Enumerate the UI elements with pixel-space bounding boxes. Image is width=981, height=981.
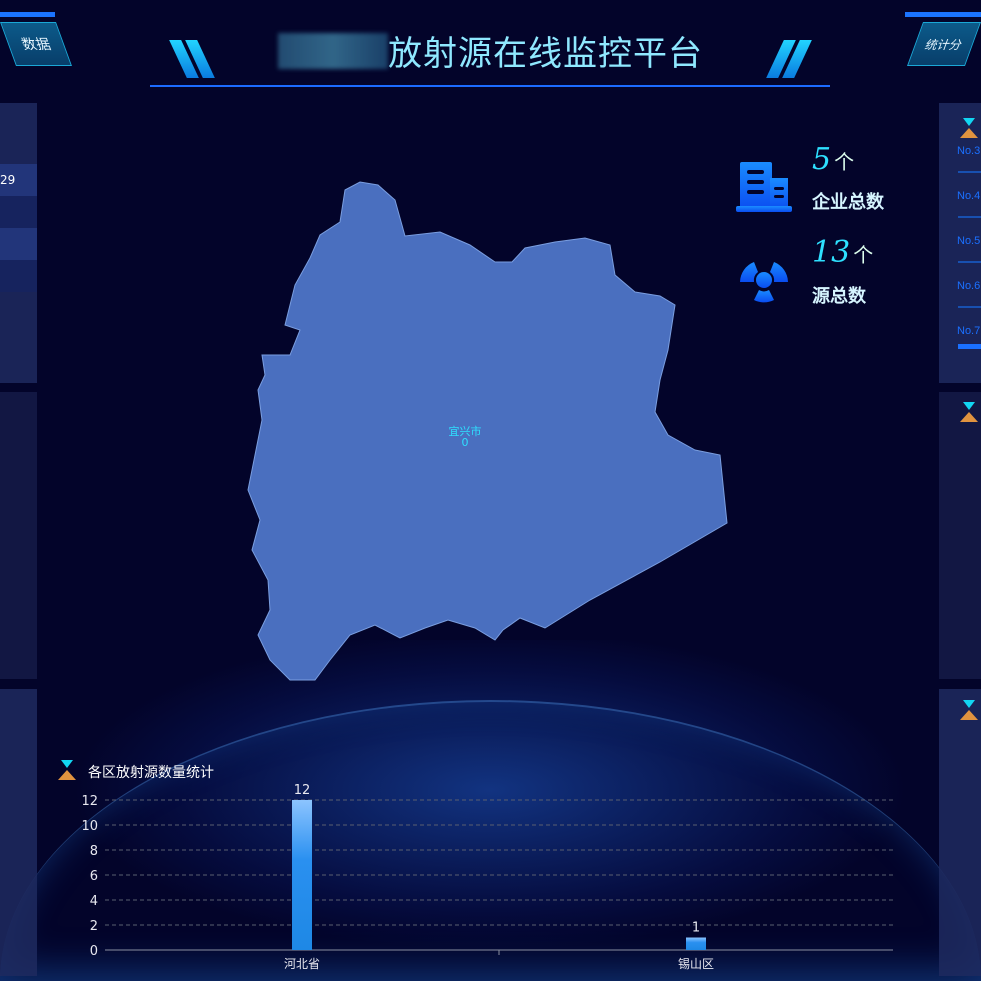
rank-item: No.4	[957, 190, 981, 202]
bar-value-label: 12	[294, 783, 311, 798]
building-icon	[736, 162, 792, 212]
y-tick-label: 12	[81, 794, 98, 809]
bar	[292, 800, 312, 950]
y-tick-label: 4	[90, 894, 98, 909]
rank-divider	[958, 171, 981, 173]
page-title: 放射源在线监控平台	[0, 26, 981, 75]
left-panel-3	[0, 689, 37, 976]
hourglass-icon	[960, 402, 978, 422]
source-count-label: 源总数	[812, 286, 866, 307]
right-panel-3	[939, 689, 981, 976]
list-row[interactable]	[0, 196, 37, 228]
map-region-yixing[interactable]	[247, 181, 728, 681]
y-tick-label: 0	[90, 944, 98, 959]
title-text: 放射源在线监控平台	[388, 34, 703, 74]
x-tick-label: 锡山区	[678, 956, 714, 971]
enterprise-count-label: 企业总数	[812, 192, 884, 213]
right-panel-2	[939, 392, 981, 679]
stat-unit: 个	[853, 243, 874, 267]
rank-item: No.6	[957, 280, 981, 292]
hourglass-icon	[58, 760, 76, 780]
rank-item: No.3	[957, 145, 981, 157]
right-panel-1	[939, 103, 981, 383]
radiation-icon	[740, 262, 788, 303]
rank-divider	[958, 306, 981, 308]
y-tick-label: 6	[90, 869, 98, 884]
list-row[interactable]	[0, 260, 37, 292]
rank-item: No.5	[957, 235, 981, 247]
header: 数据 统计分 放射源在线监控平台	[0, 0, 981, 95]
list-row[interactable]: 29	[0, 164, 37, 196]
title-frame	[150, 15, 830, 87]
rank-item: No.7	[957, 325, 981, 337]
list-row[interactable]	[0, 228, 37, 260]
rank-progress-bar	[958, 344, 981, 349]
left-panel-1: 29	[0, 103, 37, 383]
bar-value-label: 1	[692, 921, 700, 936]
y-tick-label: 10	[81, 819, 98, 834]
left-panel-2	[0, 392, 37, 679]
chart-title: 各区放射源数量统计	[88, 765, 214, 781]
y-tick-label: 8	[90, 844, 98, 859]
stat-value: 13	[812, 235, 851, 270]
hourglass-icon	[960, 700, 978, 720]
map-region-value: 0	[462, 436, 469, 449]
source-count: 13 个	[812, 235, 873, 270]
rank-divider	[958, 261, 981, 263]
hourglass-icon	[960, 118, 978, 138]
top-line-left	[0, 12, 55, 17]
top-line-right	[905, 12, 981, 17]
y-tick-label: 2	[90, 919, 98, 934]
earth-arc	[0, 700, 981, 981]
stat-value: 5	[812, 142, 832, 177]
row-value: 29	[0, 173, 16, 187]
map-region-label: 宜兴市	[449, 424, 482, 438]
rank-divider	[958, 216, 981, 218]
redacted-block	[278, 33, 388, 69]
stat-unit: 个	[834, 150, 855, 174]
x-tick-label: 河北省	[284, 957, 320, 971]
bar	[686, 937, 706, 950]
